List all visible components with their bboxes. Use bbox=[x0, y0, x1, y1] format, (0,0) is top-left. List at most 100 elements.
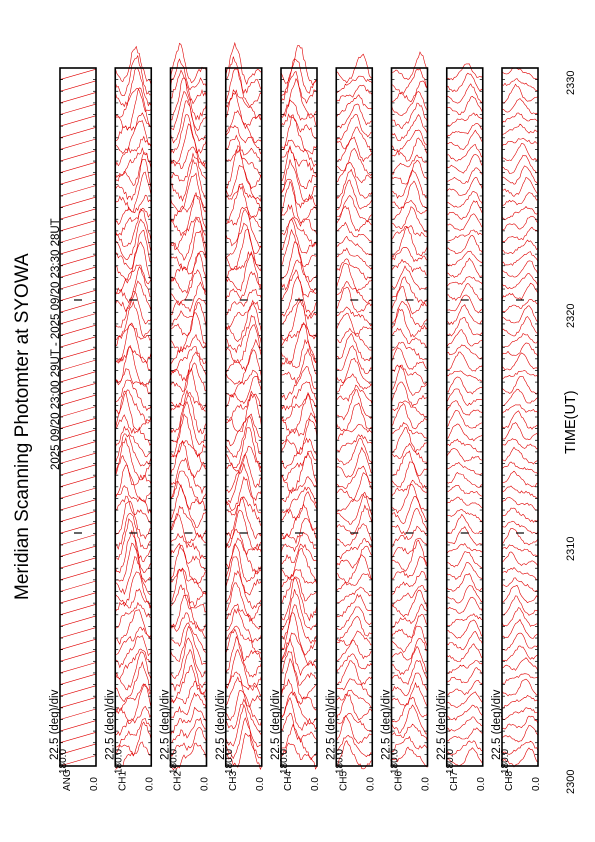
scan-trace bbox=[446, 129, 484, 151]
scan-trace bbox=[446, 448, 483, 463]
scan-trace bbox=[501, 282, 539, 300]
scan-trace bbox=[336, 606, 373, 630]
channel-label: CH3 bbox=[228, 771, 239, 791]
scan-trace bbox=[501, 206, 539, 221]
scan-trace bbox=[336, 630, 373, 646]
scale-label: 22.5 (deg)/div bbox=[436, 689, 448, 760]
scan-trace bbox=[501, 251, 539, 266]
scan-trace bbox=[391, 327, 428, 350]
scan-trace bbox=[170, 333, 207, 365]
scan-trace bbox=[59, 650, 97, 662]
scan-trace bbox=[391, 555, 428, 580]
scan-trace bbox=[336, 373, 373, 394]
scan-trace bbox=[391, 537, 428, 559]
scan-trace bbox=[391, 735, 428, 752]
scan-trace bbox=[446, 704, 484, 721]
scan-trace bbox=[170, 625, 207, 666]
scan-trace bbox=[336, 545, 373, 569]
scan-trace bbox=[501, 112, 539, 124]
scan-trace bbox=[446, 63, 483, 81]
scan-trace bbox=[170, 158, 207, 202]
scan-trace bbox=[336, 235, 373, 257]
scan-trace bbox=[501, 215, 539, 231]
scan-trace bbox=[170, 513, 207, 544]
scan-trace bbox=[225, 690, 263, 726]
scale-label: 22.5 (deg)/div bbox=[215, 689, 227, 760]
scan-trace bbox=[446, 276, 484, 287]
scan-trace bbox=[280, 71, 318, 104]
scan-trace bbox=[225, 496, 263, 527]
scan-trace bbox=[280, 259, 318, 294]
scan-trace bbox=[446, 304, 483, 326]
scan-trace bbox=[59, 336, 97, 348]
scan-trace bbox=[170, 252, 207, 294]
scan-trace bbox=[501, 607, 539, 627]
scan-trace bbox=[391, 68, 428, 95]
scan-trace bbox=[446, 177, 484, 196]
scan-trace bbox=[170, 297, 207, 327]
scan-trace bbox=[336, 332, 373, 362]
scan-trace bbox=[115, 208, 152, 248]
scan-trace bbox=[170, 484, 207, 529]
scan-trace bbox=[59, 615, 97, 627]
ylim-min-label: 0.0 bbox=[310, 777, 321, 791]
scan-trace bbox=[170, 664, 207, 702]
scan-trace bbox=[336, 423, 373, 441]
scan-trace bbox=[225, 625, 263, 655]
scan-trace bbox=[115, 512, 152, 550]
scan-trace bbox=[225, 125, 262, 154]
scan-trace bbox=[115, 626, 152, 655]
panel-frame bbox=[390, 67, 429, 767]
scan-trace bbox=[115, 171, 152, 213]
scan-trace bbox=[336, 678, 373, 699]
scan-trace bbox=[336, 639, 373, 662]
scan-trace bbox=[336, 402, 373, 432]
scan-trace bbox=[280, 486, 318, 514]
scan-trace bbox=[446, 409, 483, 429]
scan-trace bbox=[280, 178, 318, 209]
x-tick-label: 2300 bbox=[565, 769, 577, 794]
scan-trace bbox=[446, 643, 484, 662]
scan-trace bbox=[391, 159, 428, 185]
scan-trace bbox=[501, 369, 539, 379]
scan-trace bbox=[501, 461, 539, 475]
scan-trace bbox=[59, 359, 97, 371]
scan-trace bbox=[501, 740, 539, 755]
scan-trace bbox=[59, 464, 97, 476]
scan-trace bbox=[225, 476, 262, 514]
scan-trace bbox=[59, 266, 97, 278]
scan-trace bbox=[446, 122, 483, 138]
scan-trace bbox=[115, 464, 152, 503]
scan-trace bbox=[170, 542, 207, 572]
scan-trace bbox=[391, 442, 428, 467]
scan-trace bbox=[446, 561, 483, 580]
scan-trace bbox=[501, 528, 539, 546]
scan-trace bbox=[59, 185, 97, 197]
scan-trace bbox=[501, 645, 539, 662]
scan-trace bbox=[280, 228, 318, 267]
scan-trace bbox=[336, 712, 373, 733]
scan-trace bbox=[501, 176, 539, 197]
scan-trace bbox=[225, 703, 262, 748]
scan-trace bbox=[59, 371, 97, 383]
scan-trace bbox=[446, 257, 483, 278]
scan-trace bbox=[446, 370, 483, 382]
ylim-max-label: 180.0 bbox=[224, 749, 235, 774]
scan-trace bbox=[59, 150, 97, 162]
scan-trace bbox=[501, 694, 539, 709]
scan-trace bbox=[115, 87, 152, 131]
channel-label: CH8 bbox=[504, 771, 515, 791]
scan-trace bbox=[446, 423, 483, 442]
scan-trace bbox=[391, 347, 428, 370]
scan-trace bbox=[280, 650, 318, 686]
scan-trace bbox=[59, 115, 97, 127]
scan-trace bbox=[501, 724, 539, 743]
ylim-min-label: 0.0 bbox=[365, 777, 376, 791]
scan-trace bbox=[115, 147, 152, 178]
scan-trace bbox=[446, 329, 483, 348]
scan-trace bbox=[170, 680, 207, 705]
scan-trace bbox=[59, 208, 97, 220]
scan-trace bbox=[501, 260, 539, 278]
scan-trace bbox=[225, 184, 263, 224]
channel-label: CH7 bbox=[449, 771, 460, 791]
